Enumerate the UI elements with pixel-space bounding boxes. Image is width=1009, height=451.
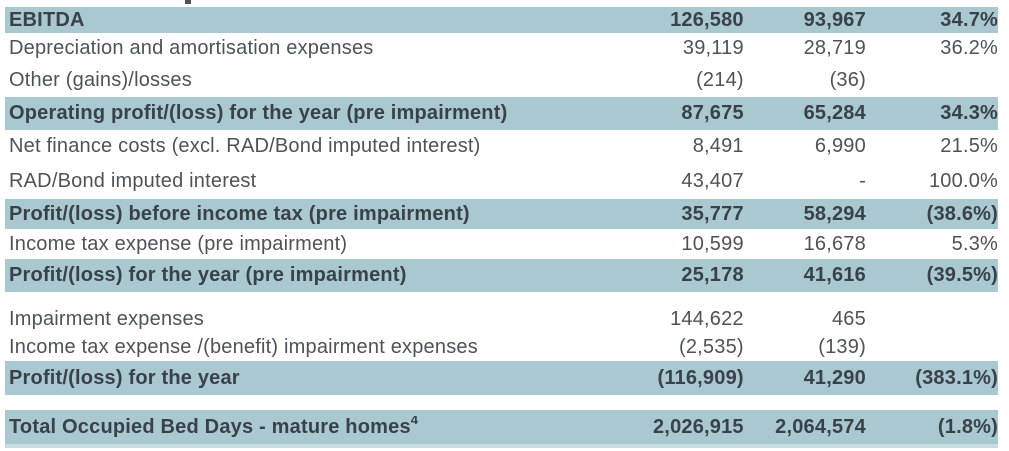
table-row: Profit/(loss) for the year (pre impairme… bbox=[5, 259, 998, 292]
value-column-1: 39,119 bbox=[682, 36, 744, 59]
row-label: Profit/(loss) for the year bbox=[5, 367, 577, 390]
value-column-1: 10,599 bbox=[681, 232, 744, 255]
footnote-superscript: 4 bbox=[410, 415, 419, 427]
value-column-2: 465 bbox=[831, 307, 866, 330]
value-column-1: 2,026,915 bbox=[652, 415, 744, 438]
row-label-text: Operating profit/(loss) for the year (pr… bbox=[9, 102, 508, 124]
row-label: Other (gains)/losses bbox=[5, 69, 577, 92]
table-row: Profit/(loss) before income tax (pre imp… bbox=[5, 199, 998, 229]
table-row: Income tax expense (pre impairment) 10,5… bbox=[5, 229, 998, 259]
row-label-text: Total Occupied Bed Days - mature homes bbox=[9, 415, 411, 438]
row-label: Impairment expenses bbox=[5, 308, 577, 331]
change-pct-column: (383.1%) bbox=[915, 366, 999, 389]
value-column-1: 144,622 bbox=[670, 307, 744, 330]
row-label: Profit/(loss) before income tax (pre imp… bbox=[5, 203, 577, 226]
change-pct-column: (1.8%) bbox=[937, 415, 999, 438]
value-column-2: 28,719 bbox=[803, 36, 866, 59]
change-pct-column: 34.7% bbox=[940, 8, 999, 31]
change-pct-column: 5.3% bbox=[951, 232, 999, 255]
value-column-1: (116,909) bbox=[657, 366, 744, 389]
table-row: Impairment expenses 144,622 465 bbox=[5, 305, 998, 333]
row-label: Depreciation and amortisation expenses bbox=[5, 37, 577, 60]
value-column-2: 16,678 bbox=[803, 232, 866, 255]
row-label-text: EBITDA bbox=[9, 8, 85, 31]
row-label-text: Profit/(loss) for the year (pre impairme… bbox=[9, 264, 407, 286]
value-column-1: (2,535) bbox=[678, 335, 744, 358]
row-label: Income tax expense /(benefit) impairment… bbox=[5, 336, 577, 359]
value-column-2: 65,284 bbox=[803, 102, 866, 124]
cropped-text-artifact bbox=[185, 0, 191, 4]
change-pct-column: 21.5% bbox=[940, 135, 999, 157]
row-label-text: Profit/(loss) before income tax (pre imp… bbox=[9, 202, 470, 225]
table-row: Depreciation and amortisation expenses 3… bbox=[5, 33, 998, 63]
value-column-1: 43,407 bbox=[681, 169, 744, 192]
table-row: Operating profit/(loss) for the year (pr… bbox=[5, 97, 998, 130]
value-column-2: 6,990 bbox=[814, 135, 866, 157]
value-column-1: 8,491 bbox=[692, 135, 744, 157]
value-column-1: (214) bbox=[696, 68, 744, 91]
table-bottom-strip bbox=[5, 444, 998, 448]
value-column-1: 126,580 bbox=[670, 8, 744, 31]
row-label-text: Net finance costs (excl. RAD/Bond impute… bbox=[9, 135, 481, 157]
financial-summary-table: EBITDA 126,580 93,967 34.7% Depreciation… bbox=[5, 7, 998, 444]
change-pct-column: 36.2% bbox=[940, 36, 999, 59]
section-gap bbox=[5, 395, 998, 410]
row-label-text: Income tax expense (pre impairment) bbox=[9, 232, 348, 255]
table-row: RAD/Bond imputed interest 43,407 - 100.0… bbox=[5, 163, 998, 199]
section-gap bbox=[5, 292, 998, 305]
change-pct-column: (39.5%) bbox=[926, 264, 999, 286]
value-column-1: 25,178 bbox=[681, 264, 744, 286]
value-column-2: - bbox=[859, 169, 866, 192]
row-label-text: Impairment expenses bbox=[9, 307, 205, 330]
value-column-2: 93,967 bbox=[803, 8, 866, 31]
row-label-text: Other (gains)/losses bbox=[9, 68, 192, 91]
table-row: EBITDA 126,580 93,967 34.7% bbox=[5, 7, 998, 33]
row-label: Net finance costs (excl. RAD/Bond impute… bbox=[5, 135, 577, 158]
row-label: RAD/Bond imputed interest bbox=[5, 170, 577, 193]
row-label: Income tax expense (pre impairment) bbox=[5, 233, 577, 256]
row-label-text: Depreciation and amortisation expenses bbox=[9, 36, 374, 59]
change-pct-column: (38.6%) bbox=[926, 202, 999, 225]
row-label-text: Profit/(loss) for the year bbox=[9, 366, 240, 389]
value-column-2: 2,064,574 bbox=[775, 415, 866, 438]
row-label-text: RAD/Bond imputed interest bbox=[9, 169, 257, 192]
value-column-1: 35,777 bbox=[681, 202, 744, 225]
value-column-2: 41,616 bbox=[803, 264, 866, 286]
table-row: Income tax expense /(benefit) impairment… bbox=[5, 333, 998, 361]
row-label-text: Income tax expense /(benefit) impairment… bbox=[9, 335, 478, 358]
value-column-2: 58,294 bbox=[803, 202, 866, 225]
row-label: Profit/(loss) for the year (pre impairme… bbox=[5, 264, 577, 287]
value-column-2: (139) bbox=[818, 335, 866, 358]
table-row: Profit/(loss) for the year (116,909) 41,… bbox=[5, 361, 998, 395]
table-row: Other (gains)/losses (214) (36) bbox=[5, 63, 998, 97]
row-label: EBITDA bbox=[5, 9, 577, 32]
value-column-2: 41,290 bbox=[803, 366, 866, 389]
change-pct-column: 100.0% bbox=[928, 169, 999, 192]
value-column-2: (36) bbox=[829, 68, 866, 91]
table-row: Total Occupied Bed Days - mature homes4 … bbox=[5, 410, 998, 444]
table-row: Net finance costs (excl. RAD/Bond impute… bbox=[5, 130, 998, 163]
change-pct-column: 34.3% bbox=[940, 102, 999, 124]
value-column-1: 87,675 bbox=[681, 102, 744, 124]
row-label: Operating profit/(loss) for the year (pr… bbox=[5, 102, 577, 125]
row-label: Total Occupied Bed Days - mature homes4 bbox=[5, 416, 577, 439]
